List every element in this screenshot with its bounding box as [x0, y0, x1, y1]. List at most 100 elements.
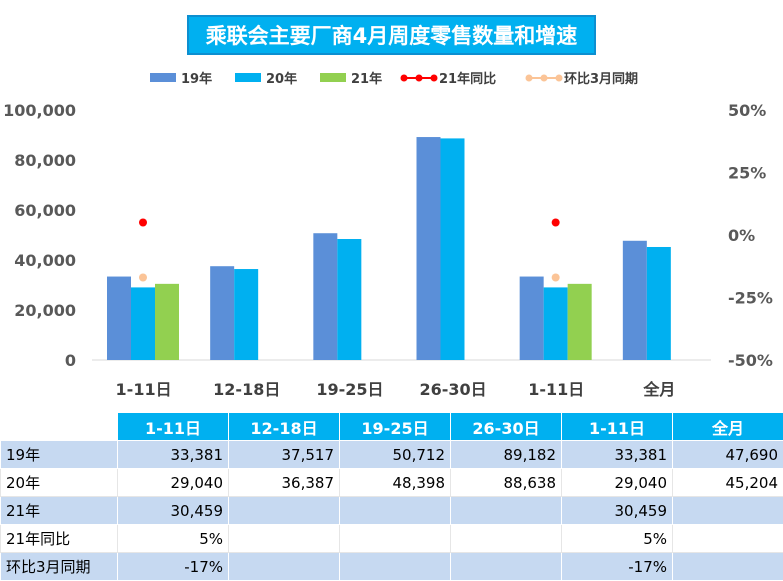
table-cell: 89,182	[450, 440, 562, 469]
table-cell: -17%	[117, 552, 229, 581]
data-table: 1-11日 12-18日 19-25日 26-30日 1-11日 全月 19年 …	[0, 412, 783, 581]
bar-20年	[646, 246, 671, 360]
chart-title: 乘联会主要厂商4月周度零售数量和增速	[187, 15, 596, 55]
y2-tick-label: 25%	[728, 164, 766, 183]
bar-19年	[210, 266, 235, 360]
x-tick-label: 12-18日	[213, 380, 280, 399]
table-cell: -17%	[561, 552, 673, 581]
legend-marker	[415, 74, 423, 82]
legend-marker	[400, 74, 408, 82]
legend-label: 21年	[351, 71, 382, 87]
table-cell	[672, 552, 783, 581]
legend-label: 21年同比	[439, 71, 496, 87]
bar-19年	[313, 233, 338, 360]
table-cell	[339, 552, 451, 581]
y-tick-label: 100,000	[3, 101, 76, 120]
x-tick-label: 26-30日	[419, 380, 486, 399]
bar-20年	[131, 287, 155, 360]
marker-21年同比	[139, 218, 147, 227]
table-cell	[672, 524, 783, 553]
table-cell	[228, 496, 340, 525]
bar-20年	[543, 287, 568, 360]
table-header: 19-25日	[339, 412, 451, 441]
legend-swatch	[320, 73, 346, 82]
legend-label: 20年	[266, 71, 297, 87]
bar-20年	[337, 239, 362, 360]
marker-21年同比	[551, 218, 560, 227]
bar-19年	[107, 276, 131, 360]
table-header: 26-30日	[450, 412, 562, 441]
row-label: 20年	[0, 468, 118, 497]
table-header-row: 1-11日 12-18日 19-25日 26-30日 1-11日 全月	[0, 412, 783, 441]
table-cell: 36,387	[228, 468, 340, 497]
table-row: 21年 30,459 30,459	[0, 496, 783, 525]
table-cell: 30,459	[117, 496, 229, 525]
table-cell: 5%	[117, 524, 229, 553]
legend-label: 环比3月同期	[564, 71, 638, 87]
table-row: 19年 33,381 37,517 50,712 89,182 33,381 4…	[0, 440, 783, 469]
y-tick-label: 40,000	[14, 251, 76, 270]
marker-环比3月同期	[551, 273, 560, 282]
chart-area: 0 20,000 40,000 60,000 80,000 100,000 -50% -25%…	[3, 15, 773, 399]
y2-tick-label: -25%	[728, 289, 773, 308]
y-tick-label: 80,000	[14, 151, 76, 170]
table-cell	[339, 496, 451, 525]
table-header: 1-11日	[117, 412, 229, 441]
y-tick-label: 60,000	[14, 201, 76, 220]
row-label: 环比3月同期	[0, 552, 118, 581]
legend-swatch	[150, 73, 176, 82]
table-cell	[450, 524, 562, 553]
table-row: 20年 29,040 36,387 48,398 88,638 29,040 4…	[0, 468, 783, 497]
bar-21年	[155, 283, 179, 360]
legend-marker	[430, 74, 438, 82]
bar-19年	[416, 137, 441, 360]
legend-marker	[555, 74, 563, 82]
legend-marker	[540, 74, 548, 82]
table-cell: 29,040	[117, 468, 229, 497]
legend-swatch	[235, 73, 261, 82]
y-tick-label: 0	[65, 351, 76, 370]
table-cell: 29,040	[561, 468, 673, 497]
table-cell: 88,638	[450, 468, 562, 497]
x-tick-label: 1-11日	[116, 380, 172, 399]
table-cell	[228, 552, 340, 581]
y-tick-label: 20,000	[14, 301, 76, 320]
bar-20年	[234, 269, 259, 360]
marker-环比3月同期	[139, 273, 147, 282]
table-cell: 33,381	[561, 440, 673, 469]
table-cell	[339, 524, 451, 553]
y2-tick-label: 0%	[728, 226, 755, 245]
table-cell	[450, 496, 562, 525]
bar-19年	[622, 240, 647, 360]
row-label: 19年	[0, 440, 118, 469]
bar-19年	[519, 276, 544, 360]
table-cell: 45,204	[672, 468, 783, 497]
table-corner	[0, 412, 118, 441]
table-row: 环比3月同期 -17% -17%	[0, 552, 783, 581]
y2-tick-label: -50%	[728, 351, 773, 370]
x-tick-label: 1-11日	[528, 380, 584, 399]
chart-svg: 0 20,000 40,000 60,000 80,000 100,000 -50% -25%…	[3, 71, 773, 399]
row-label: 21年	[0, 496, 118, 525]
legend-label: 19年	[181, 71, 212, 87]
bar-21年	[567, 283, 592, 360]
x-tick-label: 19-25日	[316, 380, 383, 399]
table-cell: 47,690	[672, 440, 783, 469]
table-cell	[450, 552, 562, 581]
x-tick-label: 全月	[642, 380, 675, 399]
table-header: 全月	[672, 412, 783, 441]
legend-marker	[525, 74, 533, 82]
bar-20年	[440, 138, 465, 360]
table-cell: 5%	[561, 524, 673, 553]
table-cell	[672, 496, 783, 525]
y2-tick-label: 50%	[728, 101, 766, 120]
table-cell: 30,459	[561, 496, 673, 525]
table-header: 12-18日	[228, 412, 340, 441]
table-cell: 37,517	[228, 440, 340, 469]
table-cell: 33,381	[117, 440, 229, 469]
table-row: 21年同比 5% 5%	[0, 524, 783, 553]
table-cell: 50,712	[339, 440, 451, 469]
table-header: 1-11日	[561, 412, 673, 441]
row-label: 21年同比	[0, 524, 118, 553]
table-cell: 48,398	[339, 468, 451, 497]
